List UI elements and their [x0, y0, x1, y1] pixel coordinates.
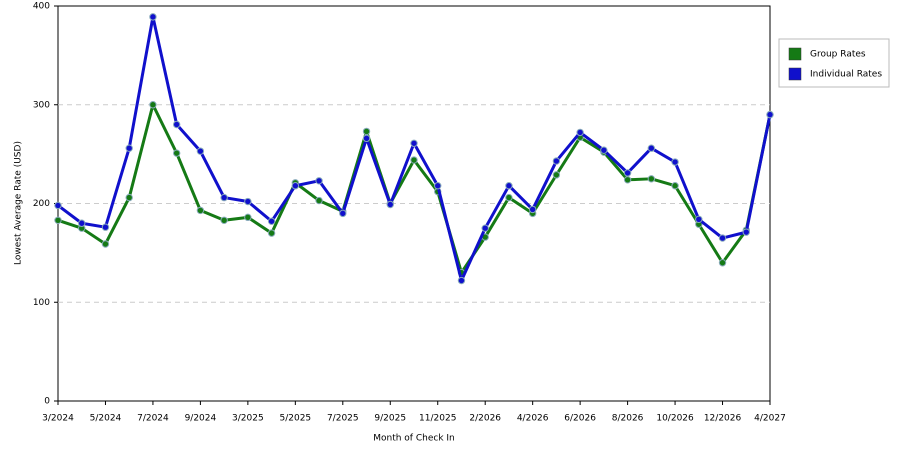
x-tick-label: 9/2024 — [185, 414, 217, 424]
data-point — [54, 216, 62, 224]
x-axis-title: Month of Check In — [373, 434, 455, 444]
data-point — [78, 219, 86, 227]
x-tick-label: 7/2025 — [327, 414, 359, 424]
data-point — [552, 171, 561, 179]
data-point — [481, 224, 489, 232]
series-line — [57, 103, 772, 275]
legend-swatch — [788, 67, 802, 81]
data-point — [742, 228, 750, 236]
data-point — [149, 13, 157, 21]
data-point — [220, 216, 228, 224]
data-point — [505, 193, 513, 202]
data-point — [766, 110, 774, 119]
y-tick-label: 300 — [33, 100, 50, 110]
legend-swatch — [788, 47, 802, 61]
data-point — [244, 213, 252, 222]
x-tick-label: 3/2025 — [232, 414, 264, 424]
x-tick-label: 5/2025 — [279, 414, 311, 424]
data-point — [149, 101, 157, 109]
data-point — [362, 134, 371, 143]
data-point — [220, 193, 228, 202]
x-tick-label: 12/2026 — [704, 414, 742, 424]
y-tick-label: 200 — [33, 199, 50, 209]
x-tick-label: 10/2026 — [656, 414, 694, 424]
x-tick-label: 8/2026 — [612, 414, 644, 424]
data-point — [172, 120, 181, 129]
data-point — [291, 182, 300, 190]
data-point — [339, 209, 347, 218]
data-point — [315, 196, 323, 205]
data-point — [267, 217, 276, 225]
x-tick-label: 3/2024 — [42, 414, 74, 424]
legend-label: Individual Rates — [810, 70, 882, 80]
data-point — [600, 146, 608, 154]
y-axis-title: Lowest Average Rate (USD) — [14, 141, 24, 265]
y-tick-label: 400 — [33, 2, 50, 12]
data-point — [623, 169, 632, 177]
data-point — [671, 158, 679, 166]
data-point — [647, 144, 656, 152]
x-tick-label: 9/2025 — [374, 414, 406, 424]
data-point — [410, 156, 418, 164]
data-point — [718, 234, 727, 242]
data-point — [315, 177, 323, 185]
data-point — [101, 240, 110, 248]
data-point — [125, 193, 133, 202]
data-point — [267, 229, 276, 237]
data-point — [623, 176, 632, 184]
data-point — [54, 201, 62, 210]
data-point — [362, 127, 371, 136]
data-point — [386, 200, 394, 209]
data-point — [718, 259, 727, 267]
data-point — [410, 139, 418, 147]
x-tick-label: 6/2026 — [564, 414, 596, 424]
data-point — [244, 197, 252, 206]
y-tick-label: 0 — [44, 397, 50, 407]
data-point — [671, 182, 679, 190]
y-tick-label: 100 — [33, 298, 50, 308]
legend-label: Group Rates — [810, 50, 866, 60]
x-tick-label: 5/2024 — [90, 414, 122, 424]
x-tick-label: 11/2025 — [419, 414, 456, 424]
x-tick-label: 2/2026 — [469, 414, 501, 424]
x-tick-label: 7/2024 — [137, 414, 169, 424]
data-point — [434, 182, 442, 190]
data-point — [576, 128, 584, 137]
data-point — [528, 205, 537, 214]
data-point — [552, 157, 561, 165]
x-tick-label: 4/2026 — [517, 414, 549, 424]
series-line — [57, 15, 772, 283]
x-tick-label: 4/2027 — [754, 414, 786, 424]
data-point — [647, 175, 656, 183]
data-point — [172, 149, 181, 157]
data-point — [457, 276, 466, 285]
data-point — [101, 223, 110, 231]
data-point — [196, 147, 205, 155]
data-point — [125, 144, 133, 152]
data-point — [196, 206, 205, 215]
data-point — [695, 215, 703, 224]
data-point — [505, 182, 513, 190]
